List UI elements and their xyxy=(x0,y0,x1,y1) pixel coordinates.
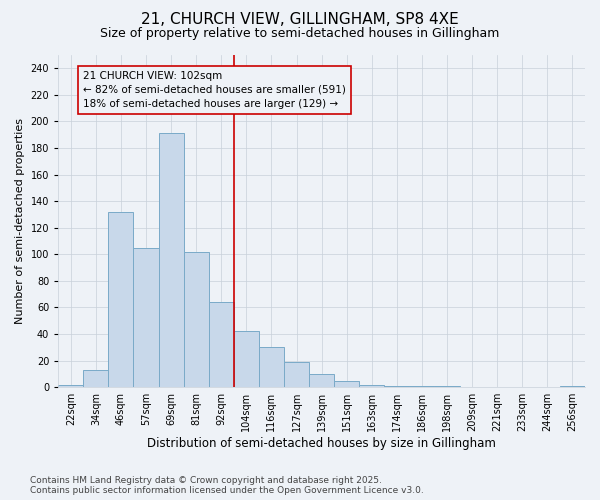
Bar xyxy=(109,212,133,387)
Bar xyxy=(58,384,83,387)
Bar xyxy=(158,134,184,387)
Bar xyxy=(133,248,158,387)
Bar xyxy=(259,348,284,387)
Text: 21 CHURCH VIEW: 102sqm
← 82% of semi-detached houses are smaller (591)
18% of se: 21 CHURCH VIEW: 102sqm ← 82% of semi-det… xyxy=(83,71,346,109)
Bar xyxy=(334,380,359,387)
Bar xyxy=(209,302,234,387)
Bar xyxy=(359,384,385,387)
Bar xyxy=(409,386,434,387)
Bar xyxy=(184,252,209,387)
Bar xyxy=(83,370,109,387)
X-axis label: Distribution of semi-detached houses by size in Gillingham: Distribution of semi-detached houses by … xyxy=(147,437,496,450)
Y-axis label: Number of semi-detached properties: Number of semi-detached properties xyxy=(15,118,25,324)
Bar xyxy=(284,362,309,387)
Bar xyxy=(234,332,259,387)
Bar xyxy=(434,386,460,387)
Text: Contains HM Land Registry data © Crown copyright and database right 2025.
Contai: Contains HM Land Registry data © Crown c… xyxy=(30,476,424,495)
Bar xyxy=(385,386,409,387)
Text: Size of property relative to semi-detached houses in Gillingham: Size of property relative to semi-detach… xyxy=(100,28,500,40)
Bar xyxy=(309,374,334,387)
Bar xyxy=(560,386,585,387)
Text: 21, CHURCH VIEW, GILLINGHAM, SP8 4XE: 21, CHURCH VIEW, GILLINGHAM, SP8 4XE xyxy=(141,12,459,28)
